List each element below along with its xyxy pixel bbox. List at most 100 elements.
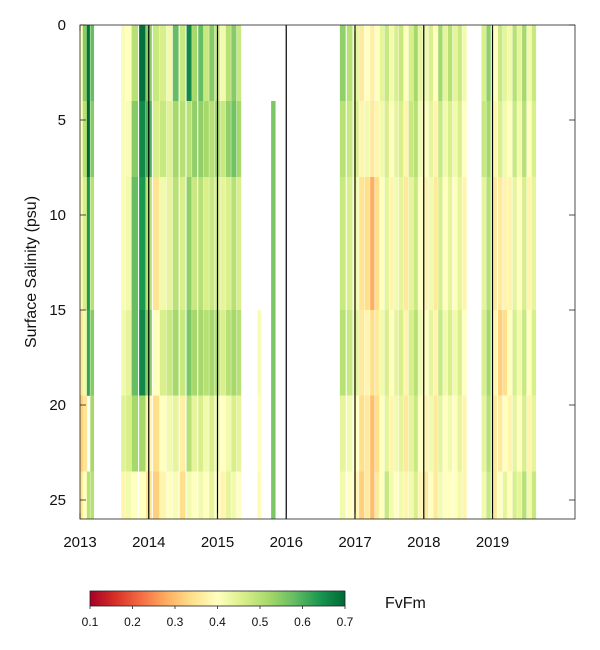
heatmap-cell [271, 395, 276, 472]
heatmap-cell [418, 101, 423, 178]
heatmap-cell [522, 395, 527, 472]
heatmap-cell [433, 310, 438, 396]
heatmap-cell [423, 471, 429, 519]
heatmap-cell [374, 471, 380, 519]
heatmap-cell [384, 177, 389, 311]
heatmap-cell [486, 310, 491, 396]
heatmap-cell [408, 101, 414, 178]
heatmap-cell [179, 25, 186, 102]
heatmap-cell [236, 310, 242, 396]
heatmap-cell [492, 101, 497, 178]
heatmap-cell [225, 177, 231, 311]
heatmap-cell [423, 395, 429, 472]
heatmap-cell [90, 471, 95, 519]
heatmap-cell [364, 25, 370, 102]
heatmap-cell [225, 310, 231, 396]
heatmap-cell [82, 310, 88, 396]
heatmap-cell [359, 395, 365, 472]
heatmap-cell [339, 101, 346, 178]
heatmap-cell [428, 177, 433, 311]
heatmap-cell [399, 25, 404, 102]
y-tick-label: 15 [49, 302, 66, 319]
heatmap-cell [179, 101, 186, 178]
heatmap-cell [121, 395, 125, 472]
heatmap-cell [152, 101, 160, 178]
heatmap-cell [481, 177, 486, 311]
heatmap-cell [403, 471, 409, 519]
heatmap-cell [423, 310, 429, 396]
heatmap-cell [512, 101, 517, 178]
heatmap-cell [418, 310, 423, 396]
heatmap-cell [82, 25, 88, 102]
heatmap-cell [492, 471, 497, 519]
heatmap-cell [481, 101, 486, 178]
heatmap-cell [384, 25, 389, 102]
heatmap-cell [457, 471, 462, 519]
heatmap-cell [408, 177, 414, 311]
heatmap-cell [198, 101, 204, 178]
heatmap-cell [90, 395, 95, 472]
heatmap-cell [198, 177, 204, 311]
heatmap-cell [359, 471, 365, 519]
heatmap-cell [125, 25, 132, 102]
heatmap-cell [353, 101, 359, 178]
heatmap-cell [257, 395, 262, 472]
heatmap-cell [359, 310, 365, 396]
heatmap-cell [379, 310, 385, 396]
heatmap-cell [186, 471, 192, 519]
heatmap-cell [452, 177, 458, 311]
heatmap-cell [531, 395, 537, 472]
heatmap-cell [512, 471, 517, 519]
heatmap-cell [498, 177, 503, 311]
heatmap-cell [370, 310, 375, 396]
heatmap-cell [198, 471, 204, 519]
heatmap-cell [364, 471, 370, 519]
heatmap-cell [379, 471, 385, 519]
x-tick-label: 2016 [270, 534, 303, 551]
heatmap-cell [159, 395, 167, 472]
heatmap-cell [80, 395, 84, 472]
heatmap-cell [428, 101, 433, 178]
heatmap-cell [172, 310, 179, 396]
heatmap-cell [166, 101, 173, 178]
heatmap-cell [457, 101, 462, 178]
heatmap-cell [86, 25, 90, 102]
heatmap-cell [346, 177, 353, 311]
heatmap-cell [172, 101, 179, 178]
heatmap-cell [443, 177, 448, 311]
heatmap-cell [152, 310, 160, 396]
heatmap-cell [131, 471, 139, 519]
heatmap-cell [80, 177, 84, 311]
heatmap-cell [192, 177, 198, 311]
heatmap-cell [531, 471, 537, 519]
heatmap-cell [339, 177, 346, 311]
heatmap-cell [125, 101, 132, 178]
heatmap-cell [399, 471, 404, 519]
heatmap-cell [364, 310, 370, 396]
heatmap-cell [498, 395, 503, 472]
heatmap-cell [433, 25, 438, 102]
heatmap-cell [526, 177, 532, 311]
heatmap-cell [121, 101, 125, 178]
heatmap-cell [225, 471, 231, 519]
heatmap-cell [131, 101, 139, 178]
heatmap-cell [462, 471, 467, 519]
heatmap-cell [517, 177, 522, 311]
heatmap-cell [139, 101, 146, 178]
heatmap-cell [394, 395, 399, 472]
heatmap-cell [80, 25, 84, 102]
heatmap-cell [257, 471, 262, 519]
heatmap-cell [353, 310, 359, 396]
heatmap-cell [403, 310, 409, 396]
heatmap-cell [389, 310, 394, 396]
colorbar-tick-label: 0.5 [252, 615, 269, 629]
heatmap-cell [166, 310, 173, 396]
heatmap-cell [82, 471, 88, 519]
heatmap-cell [121, 25, 125, 102]
heatmap-cell [433, 395, 438, 472]
heatmap-cell [498, 101, 503, 178]
heatmap-cell [236, 177, 242, 311]
heatmap-cell [462, 25, 467, 102]
heatmap-cell [428, 395, 433, 472]
heatmap-cell [364, 395, 370, 472]
